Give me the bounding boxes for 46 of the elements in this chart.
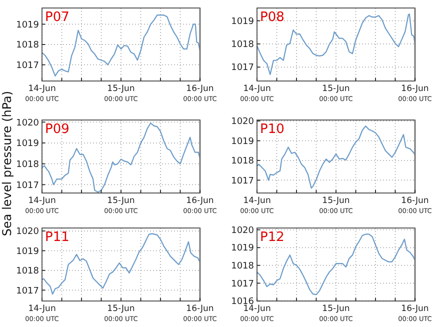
y-axis-title: Sea level pressure (hPa) (0, 90, 14, 236)
y-tick-label: 1019 (16, 246, 40, 257)
y-tick-label: 1018 (231, 262, 254, 272)
y-tick-label: 1017 (16, 286, 39, 296)
x-tick-label: 15-Jun 00:00 UTC (104, 304, 138, 323)
x-tick-label: 16-Jun 00:00 UTC (183, 196, 218, 215)
chart-title: P10 (260, 122, 284, 137)
x-tick-label: 15-Jun 00:00 UTC (319, 196, 354, 215)
x-tick-label: 14-Jun 00:00 UTC (240, 84, 274, 103)
y-tick-label: 1019 (231, 16, 254, 27)
y-tick-label: 1020 (231, 226, 254, 236)
x-tick-label: 14-Jun 00:00 UTC (25, 196, 60, 215)
y-tick-label: 1017 (16, 60, 39, 71)
y-tick-label: 1018 (231, 156, 254, 167)
y-tick-label: 1018 (231, 40, 254, 50)
x-tick-label: 16-Jun 00:00 UTC (183, 84, 218, 103)
y-tick-label: 1020 (16, 118, 40, 128)
y-tick-label: 1018 (16, 266, 40, 277)
y-tick-label: 1017 (231, 176, 254, 186)
chart-title: P11 (45, 230, 70, 245)
chart-title: P09 (45, 122, 70, 137)
y-tick-label: 1019 (231, 136, 254, 147)
y-tick-label: 1020 (16, 227, 40, 238)
y-tick-label: 1020 (231, 117, 254, 128)
x-tick-label: 15-Jun 00:00 UTC (319, 84, 354, 103)
chart-title: P07 (45, 10, 70, 25)
chart-title: P08 (260, 10, 284, 25)
x-tick-label: 16-Jun 00:00 UTC (398, 84, 432, 103)
x-tick-label: 15-Jun 00:00 UTC (104, 196, 138, 215)
y-tick-label: 1018 (16, 160, 40, 170)
x-tick-label: 15-Jun 00:00 UTC (104, 84, 138, 103)
chart-title: P12 (260, 230, 284, 245)
y-tick-label: 1017 (16, 180, 39, 191)
y-tick-label: 1017 (231, 279, 254, 290)
y-tick-label: 1019 (16, 139, 40, 150)
x-tick-label: 16-Jun 00:00 UTC (398, 196, 432, 215)
x-tick-label: 14-Jun 00:00 UTC (25, 304, 60, 323)
y-tick-label: 1019 (231, 244, 254, 254)
x-tick-label: 14-Jun 00:00 UTC (240, 196, 274, 215)
x-tick-label: 16-Jun 00:00 UTC (183, 304, 218, 323)
y-tick-label: 1017 (231, 63, 254, 74)
x-tick-label: 15-Jun 00:00 UTC (319, 304, 354, 323)
y-tick-label: 1018 (16, 40, 40, 51)
x-tick-label: 14-Jun 00:00 UTC (25, 84, 60, 103)
x-tick-label: 16-Jun 00:00 UTC (398, 304, 432, 323)
y-tick-label: 1019 (16, 20, 40, 30)
